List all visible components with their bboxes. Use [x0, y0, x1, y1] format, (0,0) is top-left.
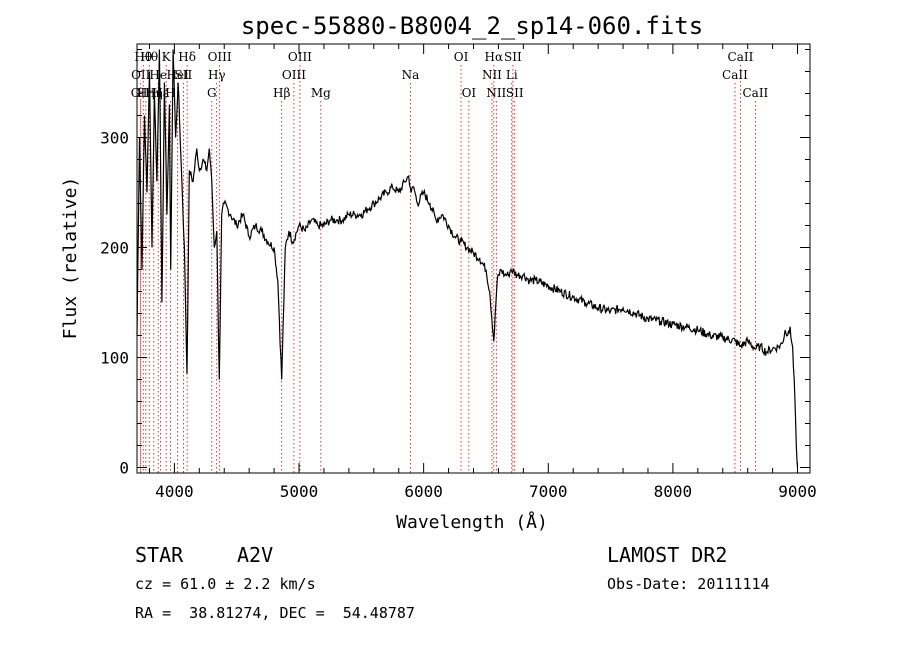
object-class: STAR [135, 543, 184, 567]
marker-label-22: OI [462, 86, 477, 100]
marker-label-11: SII [175, 68, 193, 82]
marker-label-17: OIII [282, 68, 306, 82]
y-tick-label: 300 [100, 129, 129, 148]
observation-date: Obs-Date: 20111114 [607, 575, 770, 593]
line-markers: OIIOIIHθHηHθHηHeHεKHHeISIIHδGHγOIIIHβOII… [131, 50, 769, 473]
marker-label-18: OIII [288, 50, 312, 64]
plot-frame [136, 43, 811, 474]
marker-label-19: Mg [311, 86, 331, 100]
marker-label-15: OIII [208, 50, 232, 64]
marker-label-12: Hδ [178, 50, 196, 64]
marker-label-31: CaII [742, 86, 768, 100]
marker-label-30: CaII [728, 50, 754, 64]
ra-dec: RA = 38.81274, DEC = 54.48787 [135, 604, 415, 622]
x-tick-label: 5000 [280, 482, 319, 501]
marker-label-6: He [149, 68, 167, 82]
marker-label-21: OI [454, 50, 469, 64]
x-axis-label: Wavelength (Å) [396, 511, 548, 533]
marker-label-28: SII [506, 86, 524, 100]
marker-label-27: SII [504, 50, 522, 64]
y-tick-label: 0 [119, 459, 129, 478]
marker-label-13: G [207, 86, 217, 100]
x-tick-label: 9000 [778, 482, 817, 501]
x-tick-label: 8000 [654, 482, 693, 501]
marker-label-9: H [165, 86, 175, 100]
x-tick-label: 6000 [404, 482, 443, 501]
redshift-cz: cz = 61.0 ± 2.2 km/s [135, 575, 316, 593]
marker-label-10: HeI [166, 68, 189, 82]
marker-label-8: K [162, 50, 172, 64]
marker-label-26: Li [506, 68, 518, 82]
spectrum-chart: spec-55880-B8004_2_sp14-060.fits OIIOIIH… [60, 12, 817, 533]
marker-label-25: NII [486, 86, 506, 100]
chart-title: spec-55880-B8004_2_sp14-060.fits [241, 12, 703, 40]
marker-label-24: Hα [485, 50, 504, 64]
marker-label-29: CaII [722, 68, 748, 82]
marker-label-4: Hθ [140, 50, 158, 64]
marker-label-20: Na [402, 68, 420, 82]
object-subclass: A2V [237, 543, 274, 567]
marker-label-23: NII [482, 68, 502, 82]
x-axis: 4000 5000 6000 7000 8000 9000 [148, 44, 817, 501]
y-axis-label: Flux (relative) [60, 177, 81, 340]
marker-label-2: Hθ [134, 50, 152, 64]
y-axis: 0 100 200 300 [100, 49, 810, 478]
y-tick-label: 100 [100, 349, 129, 368]
x-tick-label: 7000 [529, 482, 568, 501]
marker-label-1: OII [131, 68, 151, 82]
marker-label-14: Hγ [208, 68, 226, 82]
marker-label-16: Hβ [273, 86, 290, 100]
x-tick-label: 4000 [155, 482, 194, 501]
survey-name: LAMOST DR2 [607, 543, 728, 567]
spectrum-series-line [136, 49, 799, 468]
y-tick-label: 200 [100, 239, 129, 258]
